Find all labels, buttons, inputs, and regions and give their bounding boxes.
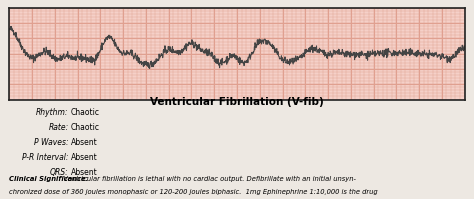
Text: Chaotic: Chaotic [71, 123, 100, 132]
Text: chronized dose of 360 joules monophasic or 120-200 joules biphasic.  1mg Ephinep: chronized dose of 360 joules monophasic … [9, 189, 378, 195]
Text: QRS:: QRS: [50, 168, 69, 177]
Text: Chaotic: Chaotic [71, 108, 100, 117]
Text: Absent: Absent [71, 168, 97, 177]
Text: P Waves:: P Waves: [34, 138, 69, 147]
Text: Ventricular Fibrillation (V-fib): Ventricular Fibrillation (V-fib) [150, 97, 324, 106]
Text: Rate:: Rate: [48, 123, 69, 132]
Text: Rhythm:: Rhythm: [36, 108, 69, 117]
Text: Clinical Significance:: Clinical Significance: [9, 176, 89, 181]
Text: Absent: Absent [71, 153, 97, 162]
Text: P-R Interval:: P-R Interval: [22, 153, 69, 162]
Text: Ventricular fibrillation is lethal with no cardiac output. Defibrillate with an : Ventricular fibrillation is lethal with … [59, 176, 356, 182]
Text: Absent: Absent [71, 138, 97, 147]
